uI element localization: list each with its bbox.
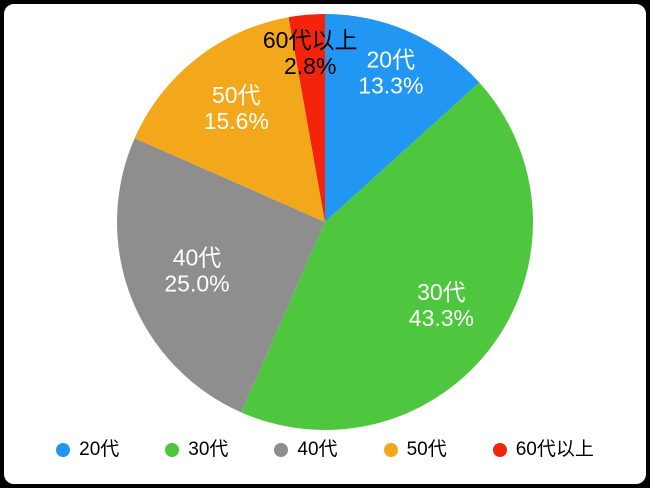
slice-label-2: 40代 25.0%	[164, 245, 229, 297]
legend-dot-icon	[165, 442, 180, 457]
pie-slice-4	[288, 14, 325, 222]
legend-item-4: 60代以上	[492, 439, 594, 460]
legend-label: 50代	[406, 439, 447, 460]
legend-dot-icon	[383, 442, 398, 457]
legend-dot-icon	[274, 442, 289, 457]
legend-item-3: 50代	[383, 439, 447, 460]
pie-slice-0	[325, 14, 480, 222]
pie-slice-3	[134, 17, 325, 223]
legend-dot-icon	[492, 442, 507, 457]
slice-label-3: 50代 15.6%	[204, 82, 269, 134]
pie-chart-area: 20代 13.3% 30代 43.3% 40代 25.0% 50代 15.6% 60代以上 2.8…	[4, 4, 646, 432]
slice-label-4: 60代以上 2.8%	[263, 27, 358, 79]
legend-label: 20代	[79, 439, 120, 460]
legend-label: 40代	[297, 439, 338, 460]
legend: 20代 30代 40代 50代 60代以上	[4, 440, 646, 459]
legend-item-1: 30代	[165, 440, 228, 459]
slice-label-1: 30代 43.3%	[409, 279, 474, 331]
pie-slice-1	[241, 82, 533, 430]
legend-label: 30代	[188, 439, 229, 460]
legend-dot-icon	[56, 442, 71, 457]
pie-slice-2	[117, 138, 326, 413]
legend-item-0: 20代	[56, 440, 119, 459]
legend-item-2: 40代	[274, 439, 338, 460]
pie-chart: 20代 13.3% 30代 43.3% 40代 25.0% 50代 15.6%60代以上 2.8…	[117, 14, 533, 430]
slice-label-0: 20代 13.3%	[358, 47, 423, 99]
legend-label: 60代以上	[515, 439, 594, 460]
